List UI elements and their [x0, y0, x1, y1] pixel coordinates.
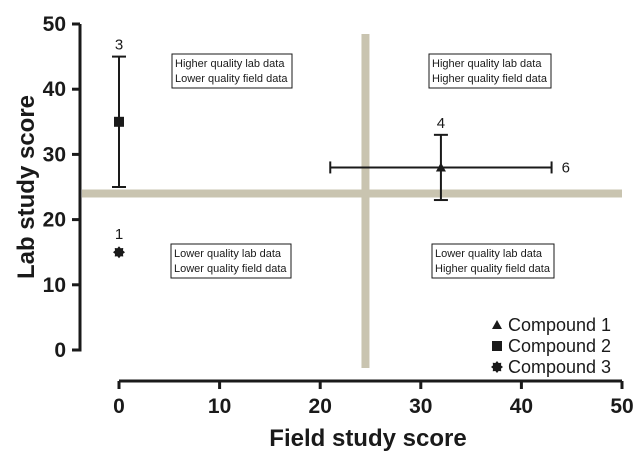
quadrant-box — [428, 53, 552, 89]
quadrant-label-top-right: Higher quality lab data Higher quality f… — [428, 53, 552, 89]
legend: Compound 1 Compound 2 Compound 3 — [491, 315, 611, 377]
axes — [78, 24, 622, 383]
legend-entry: Compound 1 — [492, 315, 611, 335]
quadrant-label-line: Lower quality field data — [175, 73, 288, 85]
data-point: 1 — [113, 226, 125, 259]
triangle-marker-icon — [492, 320, 502, 329]
quadrant-box — [170, 243, 292, 279]
quadrant-label-line: Lower quality field data — [174, 263, 287, 275]
x-tick-label: 10 — [208, 395, 231, 418]
y-axis-title: Lab study score — [13, 95, 40, 279]
quadrant-box — [171, 53, 293, 89]
quadrant-label-line: Higher quality lab data — [432, 58, 542, 70]
square-marker — [114, 116, 124, 127]
legend-entry: Compound 3 — [491, 357, 611, 377]
y-tick-label: 20 — [43, 209, 66, 232]
x-tick-label: 40 — [510, 395, 533, 418]
legend-label: Compound 1 — [508, 315, 611, 335]
x-tick-label: 30 — [409, 395, 432, 418]
point-label: 4 — [437, 115, 445, 132]
x-tick-label: 0 — [113, 395, 125, 418]
y-tick-label: 30 — [43, 143, 66, 166]
x-tick-label: 50 — [610, 395, 633, 418]
quadrant-label-line: Higher quality lab data — [175, 58, 285, 70]
legend-label: Compound 2 — [508, 336, 611, 356]
quadrant-label-bottom-left: Lower quality lab data Lower quality fie… — [170, 243, 292, 279]
axis-ticks: 0 10 20 30 40 50 0 10 20 30 40 50 — [43, 13, 634, 418]
reference-lines — [82, 34, 622, 368]
quadrant-label-bottom-right: Lower quality lab data Higher quality fi… — [431, 243, 555, 279]
point-label: 1 — [115, 226, 123, 243]
x-axis-title: Field study score — [269, 425, 466, 452]
square-marker-icon — [492, 341, 502, 351]
x-tick-label: 20 — [309, 395, 332, 418]
star-marker-icon — [491, 361, 503, 373]
data-point: 46 — [329, 115, 570, 202]
data-point: 3 — [112, 37, 126, 188]
y-tick-label: 10 — [43, 274, 66, 297]
quadrant-label-line: Lower quality lab data — [174, 248, 282, 260]
star-marker — [113, 246, 125, 259]
legend-entry: Compound 2 — [492, 336, 611, 356]
quadrant-label-line: Lower quality lab data — [435, 248, 543, 260]
quadrant-label-line: Higher quality field data — [432, 73, 548, 85]
legend-label: Compound 3 — [508, 357, 611, 377]
y-tick-label: 40 — [43, 78, 66, 101]
quadrant-label-line: Higher quality field data — [435, 263, 551, 275]
point-label: 3 — [115, 37, 123, 54]
point-label: 6 — [562, 159, 570, 176]
triangle-marker — [435, 162, 446, 172]
y-tick-label: 50 — [43, 13, 66, 36]
y-tick-label: 0 — [54, 339, 66, 362]
quadrant-label-top-left: Higher quality lab data Lower quality fi… — [171, 53, 293, 89]
quadrant-box — [431, 243, 555, 279]
